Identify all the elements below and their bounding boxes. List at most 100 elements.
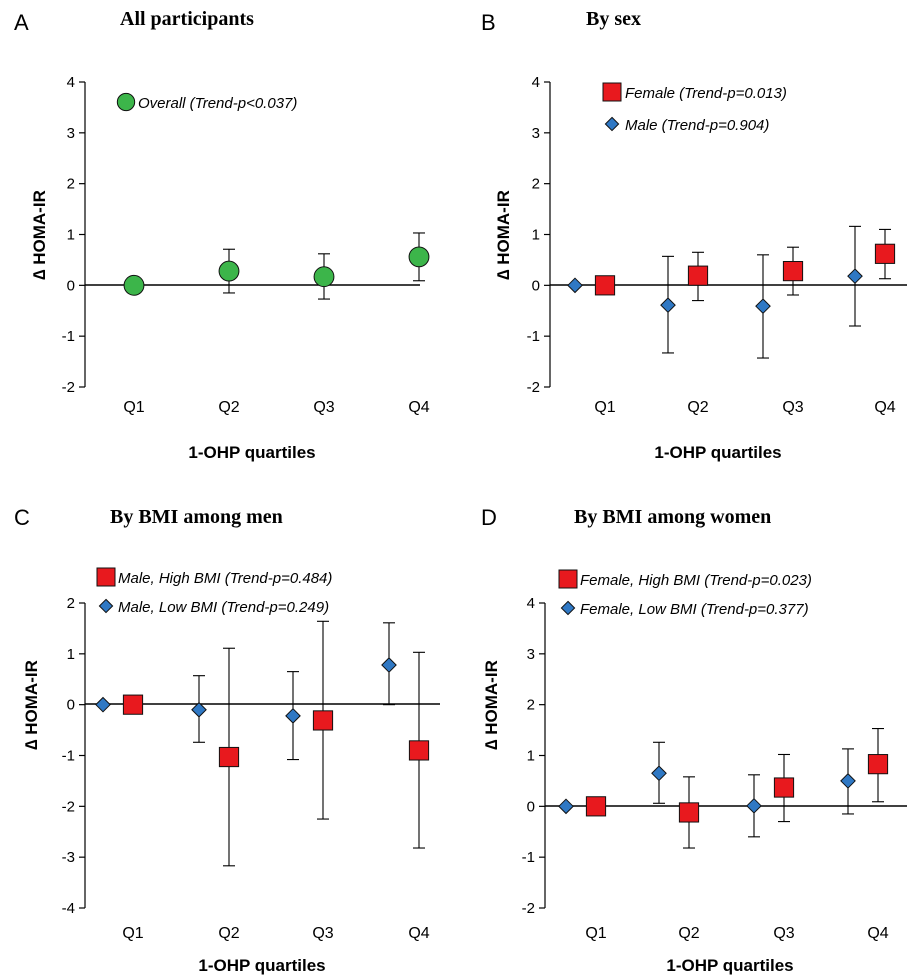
y-tick-label: 2 [67,176,75,193]
y-tick-label: -2 [522,900,535,917]
y-ticks: -2 -1 0 1 2 3 4 [522,595,545,917]
y-axis-title: ∆ HOMA-IR [30,190,49,280]
data-point [594,275,616,296]
y-tick-label: 3 [532,125,540,142]
y-tick-label: 2 [67,595,75,612]
x-category-label: Q4 [874,399,895,416]
data-point [381,657,397,673]
legend-marker [558,569,578,589]
legend-marker [98,598,114,614]
legend-swatch [560,600,576,616]
legend-marker [96,567,116,587]
data-point [567,277,583,294]
markers [567,243,896,315]
legend-swatch [604,116,620,132]
y-tick-label: 4 [532,74,540,91]
legend-swatch [98,598,114,614]
data-point [312,710,334,731]
legend-marker [560,600,576,616]
markers [95,657,430,768]
x-category-label: Q1 [585,925,606,942]
legend-marker [604,116,620,132]
x-category-label: Q1 [594,399,615,416]
y-ticks: -4 -3 -2 -1 0 1 2 [62,595,85,917]
data-point [122,694,144,715]
legend-label: Overall (Trend-p<0.037) [138,95,297,112]
x-category-label: Q4 [867,925,888,942]
legend-swatch [116,92,136,112]
error-bars [193,620,425,867]
x-category-label: Q2 [687,399,708,416]
y-tick-label: -1 [527,328,540,345]
y-tick-label: -1 [62,748,75,765]
legend-swatch [96,567,116,587]
markers [123,246,430,296]
legend-swatch [558,569,578,589]
y-tick-label: -3 [62,849,75,866]
y-tick-label: -4 [62,900,75,917]
x-axis-title: 1-OHP quartiles [198,956,325,975]
panel-title: All participants [120,8,254,30]
x-axis-title: 1-OHP quartiles [654,443,781,462]
y-tick-label: 0 [532,277,540,294]
legend-label: Female (Trend-p=0.013) [625,85,787,102]
legend-label: Male (Trend-p=0.904) [625,117,769,134]
legend-marker [116,92,136,112]
x-category-label: Q2 [218,925,239,942]
y-axis-title: ∆ HOMA-IR [482,660,501,750]
x-category-label: Q1 [122,925,143,942]
panel-letter: A [14,10,29,35]
data-point [660,297,676,314]
data-point [782,261,804,282]
panel-letter: C [14,505,30,530]
panel-b: B By sex -2 -1 0 1 2 3 4 Q1 Q2 Q3 Q4 ∆ HOMA-IR 1-… [481,8,907,462]
y-tick-label: 2 [532,176,540,193]
data-point [408,740,430,761]
data-point [408,246,430,268]
y-tick-label: 3 [527,646,535,663]
error-bars [653,728,884,849]
data-point [847,268,863,285]
y-tick-label: 4 [67,74,75,91]
legend: Overall (Trend-p<0.037) [116,92,297,112]
data-point [558,798,574,815]
y-ticks: -2 -1 0 1 2 3 4 [527,74,550,396]
data-point [313,266,335,288]
legend-swatch [602,82,622,102]
y-tick-label: 1 [67,227,75,244]
y-axis-title: ∆ HOMA-IR [22,660,41,750]
panel-title: By BMI among men [110,506,283,528]
data-point [840,773,856,789]
x-category-label: Q3 [312,925,333,942]
x-category-label: Q4 [408,925,429,942]
y-tick-label: -2 [62,379,75,396]
data-point [585,796,607,817]
panel-a: A All participants -2 -1 0 1 2 3 4 Q1 Q2 Q3 Q4 ∆ … [14,8,430,462]
x-category-label: Q1 [123,399,144,416]
legend: Male, High BMI (Trend-p=0.484) Male, Low… [96,567,332,616]
y-tick-label: -2 [527,379,540,396]
data-point [678,802,700,823]
x-category-label: Q3 [313,399,334,416]
data-point [191,701,207,718]
x-category-label: Q2 [218,399,239,416]
legend-label: Male, Low BMI (Trend-p=0.249) [118,599,329,616]
markers [558,754,889,823]
category-labels: Q1 Q2 Q3 Q4 [122,925,429,942]
data-point [651,765,667,782]
legend-label: Female, High BMI (Trend-p=0.023) [580,572,812,589]
data-point [123,274,145,296]
y-tick-label: -1 [62,328,75,345]
legend-marker [602,82,622,102]
category-labels: Q1 Q2 Q3 Q4 [123,399,429,416]
x-category-label: Q2 [678,925,699,942]
panel-title: By BMI among women [574,506,771,528]
y-tick-label: 0 [527,798,535,815]
data-point [687,265,709,286]
y-tick-label: 1 [67,646,75,663]
y-tick-label: -1 [522,849,535,866]
legend-label: Male, High BMI (Trend-p=0.484) [118,570,332,587]
data-point [285,707,301,724]
